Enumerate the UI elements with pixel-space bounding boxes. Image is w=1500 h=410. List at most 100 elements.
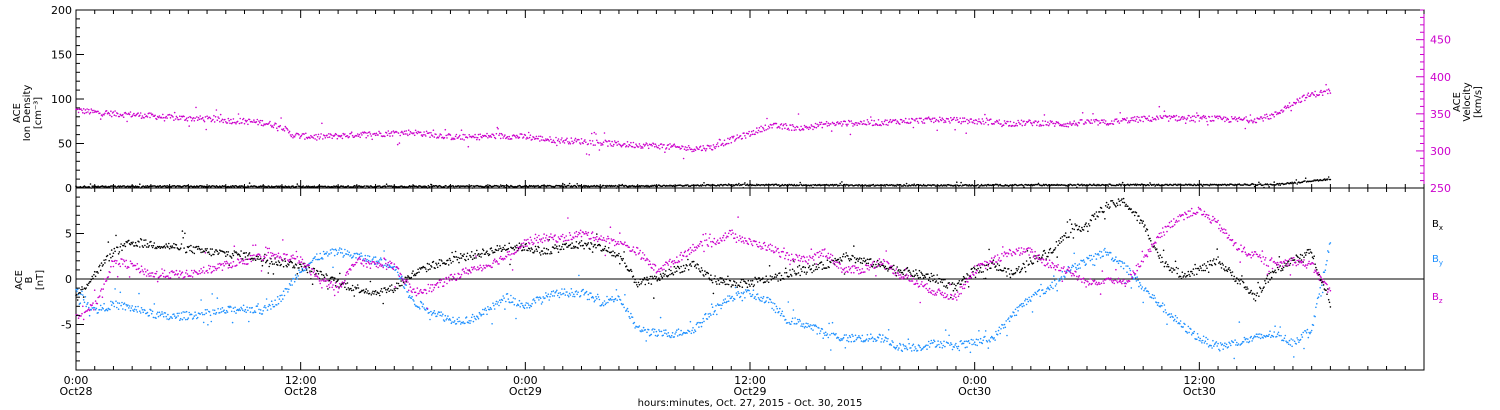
data-point (442, 319, 445, 321)
data-point (835, 124, 837, 126)
data-point (875, 263, 877, 266)
data-point (702, 184, 704, 187)
data-point (473, 136, 476, 139)
data-point (240, 306, 242, 309)
data-point (379, 257, 382, 259)
data-point (988, 248, 990, 251)
data-point (314, 255, 316, 258)
data-point (1161, 256, 1163, 259)
data-point (576, 183, 578, 185)
data-point (355, 257, 357, 259)
data-point (996, 120, 999, 123)
data-point (848, 259, 851, 262)
data-point (691, 150, 693, 153)
data-point (1309, 248, 1311, 251)
data-point (498, 248, 500, 250)
data-point (766, 117, 768, 120)
data-point (859, 257, 861, 259)
data-point (900, 118, 903, 121)
data-point (623, 251, 625, 253)
data-point (887, 121, 890, 124)
data-point (243, 252, 246, 254)
data-point (1192, 184, 1195, 187)
data-point (337, 252, 339, 254)
data-point (89, 183, 92, 185)
data-point (832, 185, 835, 187)
data-point (952, 289, 955, 292)
data-point (195, 314, 197, 316)
data-point (1308, 252, 1310, 254)
data-point (1117, 184, 1120, 187)
data-point (885, 123, 887, 126)
data-point (554, 244, 556, 246)
data-point (219, 308, 222, 310)
data-point (851, 122, 853, 125)
data-point (579, 143, 582, 145)
data-point (1236, 120, 1239, 123)
data-point (856, 124, 858, 126)
data-point (779, 272, 781, 274)
data-point (872, 263, 875, 266)
data-point (572, 142, 574, 145)
data-point (462, 321, 465, 323)
data-point (1174, 260, 1177, 263)
data-point (726, 142, 728, 145)
data-point (557, 251, 560, 253)
data-point (1021, 267, 1024, 270)
data-point (1327, 176, 1330, 178)
data-point (288, 130, 291, 133)
data-point (209, 248, 212, 250)
data-point (270, 260, 273, 263)
data-point (139, 114, 141, 117)
data-point (196, 316, 199, 319)
data-point (92, 111, 94, 114)
data-point (378, 292, 380, 295)
data-point (103, 302, 105, 305)
data-point (111, 301, 114, 304)
data-point (846, 125, 848, 127)
data-point (209, 314, 212, 317)
data-point (225, 255, 227, 257)
data-point (713, 277, 716, 280)
data-point (1077, 183, 1080, 186)
data-point (230, 306, 232, 308)
data-point (983, 277, 985, 280)
data-point (979, 185, 982, 187)
data-point (902, 185, 904, 187)
data-point (101, 115, 104, 117)
data-point (1047, 251, 1050, 254)
data-point (675, 267, 677, 270)
data-point (475, 257, 477, 259)
data-point (793, 129, 796, 131)
data-point (86, 108, 88, 110)
data-point (958, 121, 961, 123)
data-point (796, 266, 799, 268)
data-point (633, 281, 636, 284)
data-point (416, 272, 419, 274)
data-point (224, 252, 226, 254)
data-point (88, 306, 90, 309)
data-point (1259, 183, 1262, 185)
data-point (486, 250, 488, 252)
data-point (297, 275, 299, 277)
data-point (167, 313, 169, 316)
data-point (397, 274, 400, 276)
data-point (112, 302, 115, 305)
data-point (1147, 119, 1150, 121)
data-point (99, 308, 101, 311)
data-point (956, 116, 958, 119)
data-point (344, 286, 346, 289)
data-point (408, 295, 411, 297)
data-point (1074, 124, 1076, 126)
data-point (536, 250, 538, 252)
data-point (562, 243, 564, 246)
data-point (598, 149, 601, 151)
data-point (145, 185, 147, 187)
data-point (651, 145, 653, 147)
data-point (645, 278, 647, 281)
data-point (319, 252, 322, 255)
data-point (193, 252, 196, 255)
data-point (1121, 198, 1123, 200)
data-point (1064, 125, 1066, 128)
